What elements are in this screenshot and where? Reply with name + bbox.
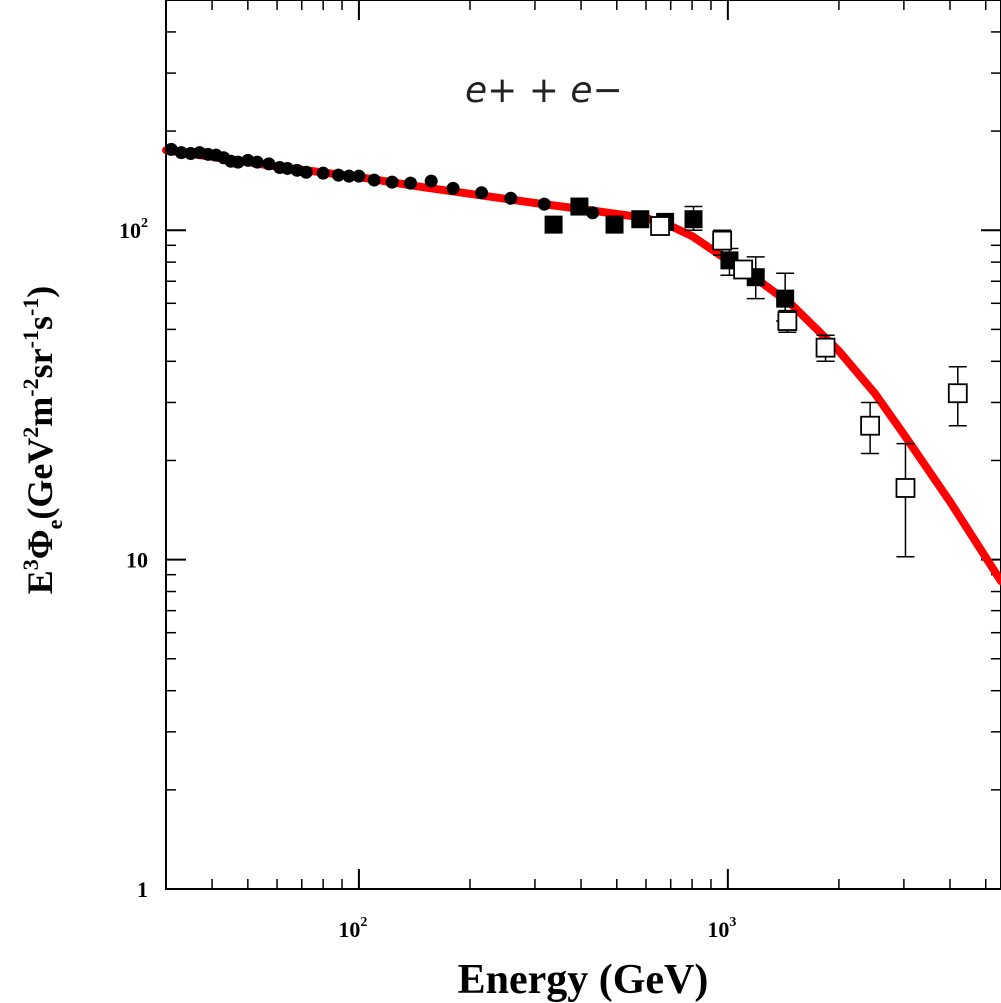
data-point-circle: [262, 157, 276, 171]
data-point-circle: [250, 155, 264, 169]
data-point-filled-square: [570, 197, 589, 216]
data-point-open-square: [650, 216, 670, 236]
data-point-filled-square: [684, 210, 703, 229]
filled-circle-series: [164, 142, 600, 220]
data-point-circle: [164, 142, 178, 156]
data-point-circle: [352, 169, 366, 183]
x-tick-label: 102: [338, 915, 367, 942]
x-tick-labels: 102 103: [338, 915, 736, 942]
data-point-circle: [424, 174, 438, 188]
y-tick-label: 1: [137, 877, 148, 902]
data-point-circle: [404, 176, 418, 190]
annotation: e+ + e−: [465, 70, 623, 111]
data-point-circle: [174, 146, 188, 160]
data-point-circle: [446, 181, 460, 195]
open-square-series: [650, 216, 968, 498]
plot-frame: [165, 0, 1001, 890]
data-point-circle: [231, 155, 245, 169]
y-tick-label: 102: [119, 216, 148, 243]
data-point-circle: [331, 168, 345, 182]
data-point-circle: [299, 165, 313, 179]
data-point-filled-square: [605, 215, 624, 234]
data-point-circle: [537, 197, 551, 211]
y-axis-title: E3Φe(GeV2m-2sr-1s-1): [18, 286, 67, 595]
data-point-open-square: [895, 478, 916, 498]
data-point-filled-square: [544, 215, 563, 234]
data-point-circle: [586, 206, 600, 220]
data-point-open-square: [947, 383, 968, 404]
minor-ticks: [165, 0, 1001, 889]
data-point-circle: [280, 161, 294, 175]
x-tick-label: 103: [707, 915, 736, 942]
data-point-circle: [367, 173, 381, 187]
data-point-open-square: [777, 311, 798, 331]
data-point-circle: [504, 191, 518, 205]
data-point-open-square: [733, 259, 754, 280]
data-point-filled-square: [631, 210, 650, 229]
x-axis-title: Energy (GeV): [458, 957, 709, 1003]
data-point-open-square: [815, 337, 836, 358]
data-point-circle: [316, 166, 330, 180]
data-point-filled-square: [776, 289, 795, 308]
y-tick-labels: 1 10 102: [119, 216, 148, 902]
data-point-circle: [342, 169, 356, 183]
data-point-open-square: [860, 415, 881, 436]
data-point-circle: [475, 186, 489, 200]
data-point-open-square: [712, 230, 733, 251]
data-point-circle: [385, 175, 399, 189]
y-tick-label: 10: [126, 548, 148, 573]
